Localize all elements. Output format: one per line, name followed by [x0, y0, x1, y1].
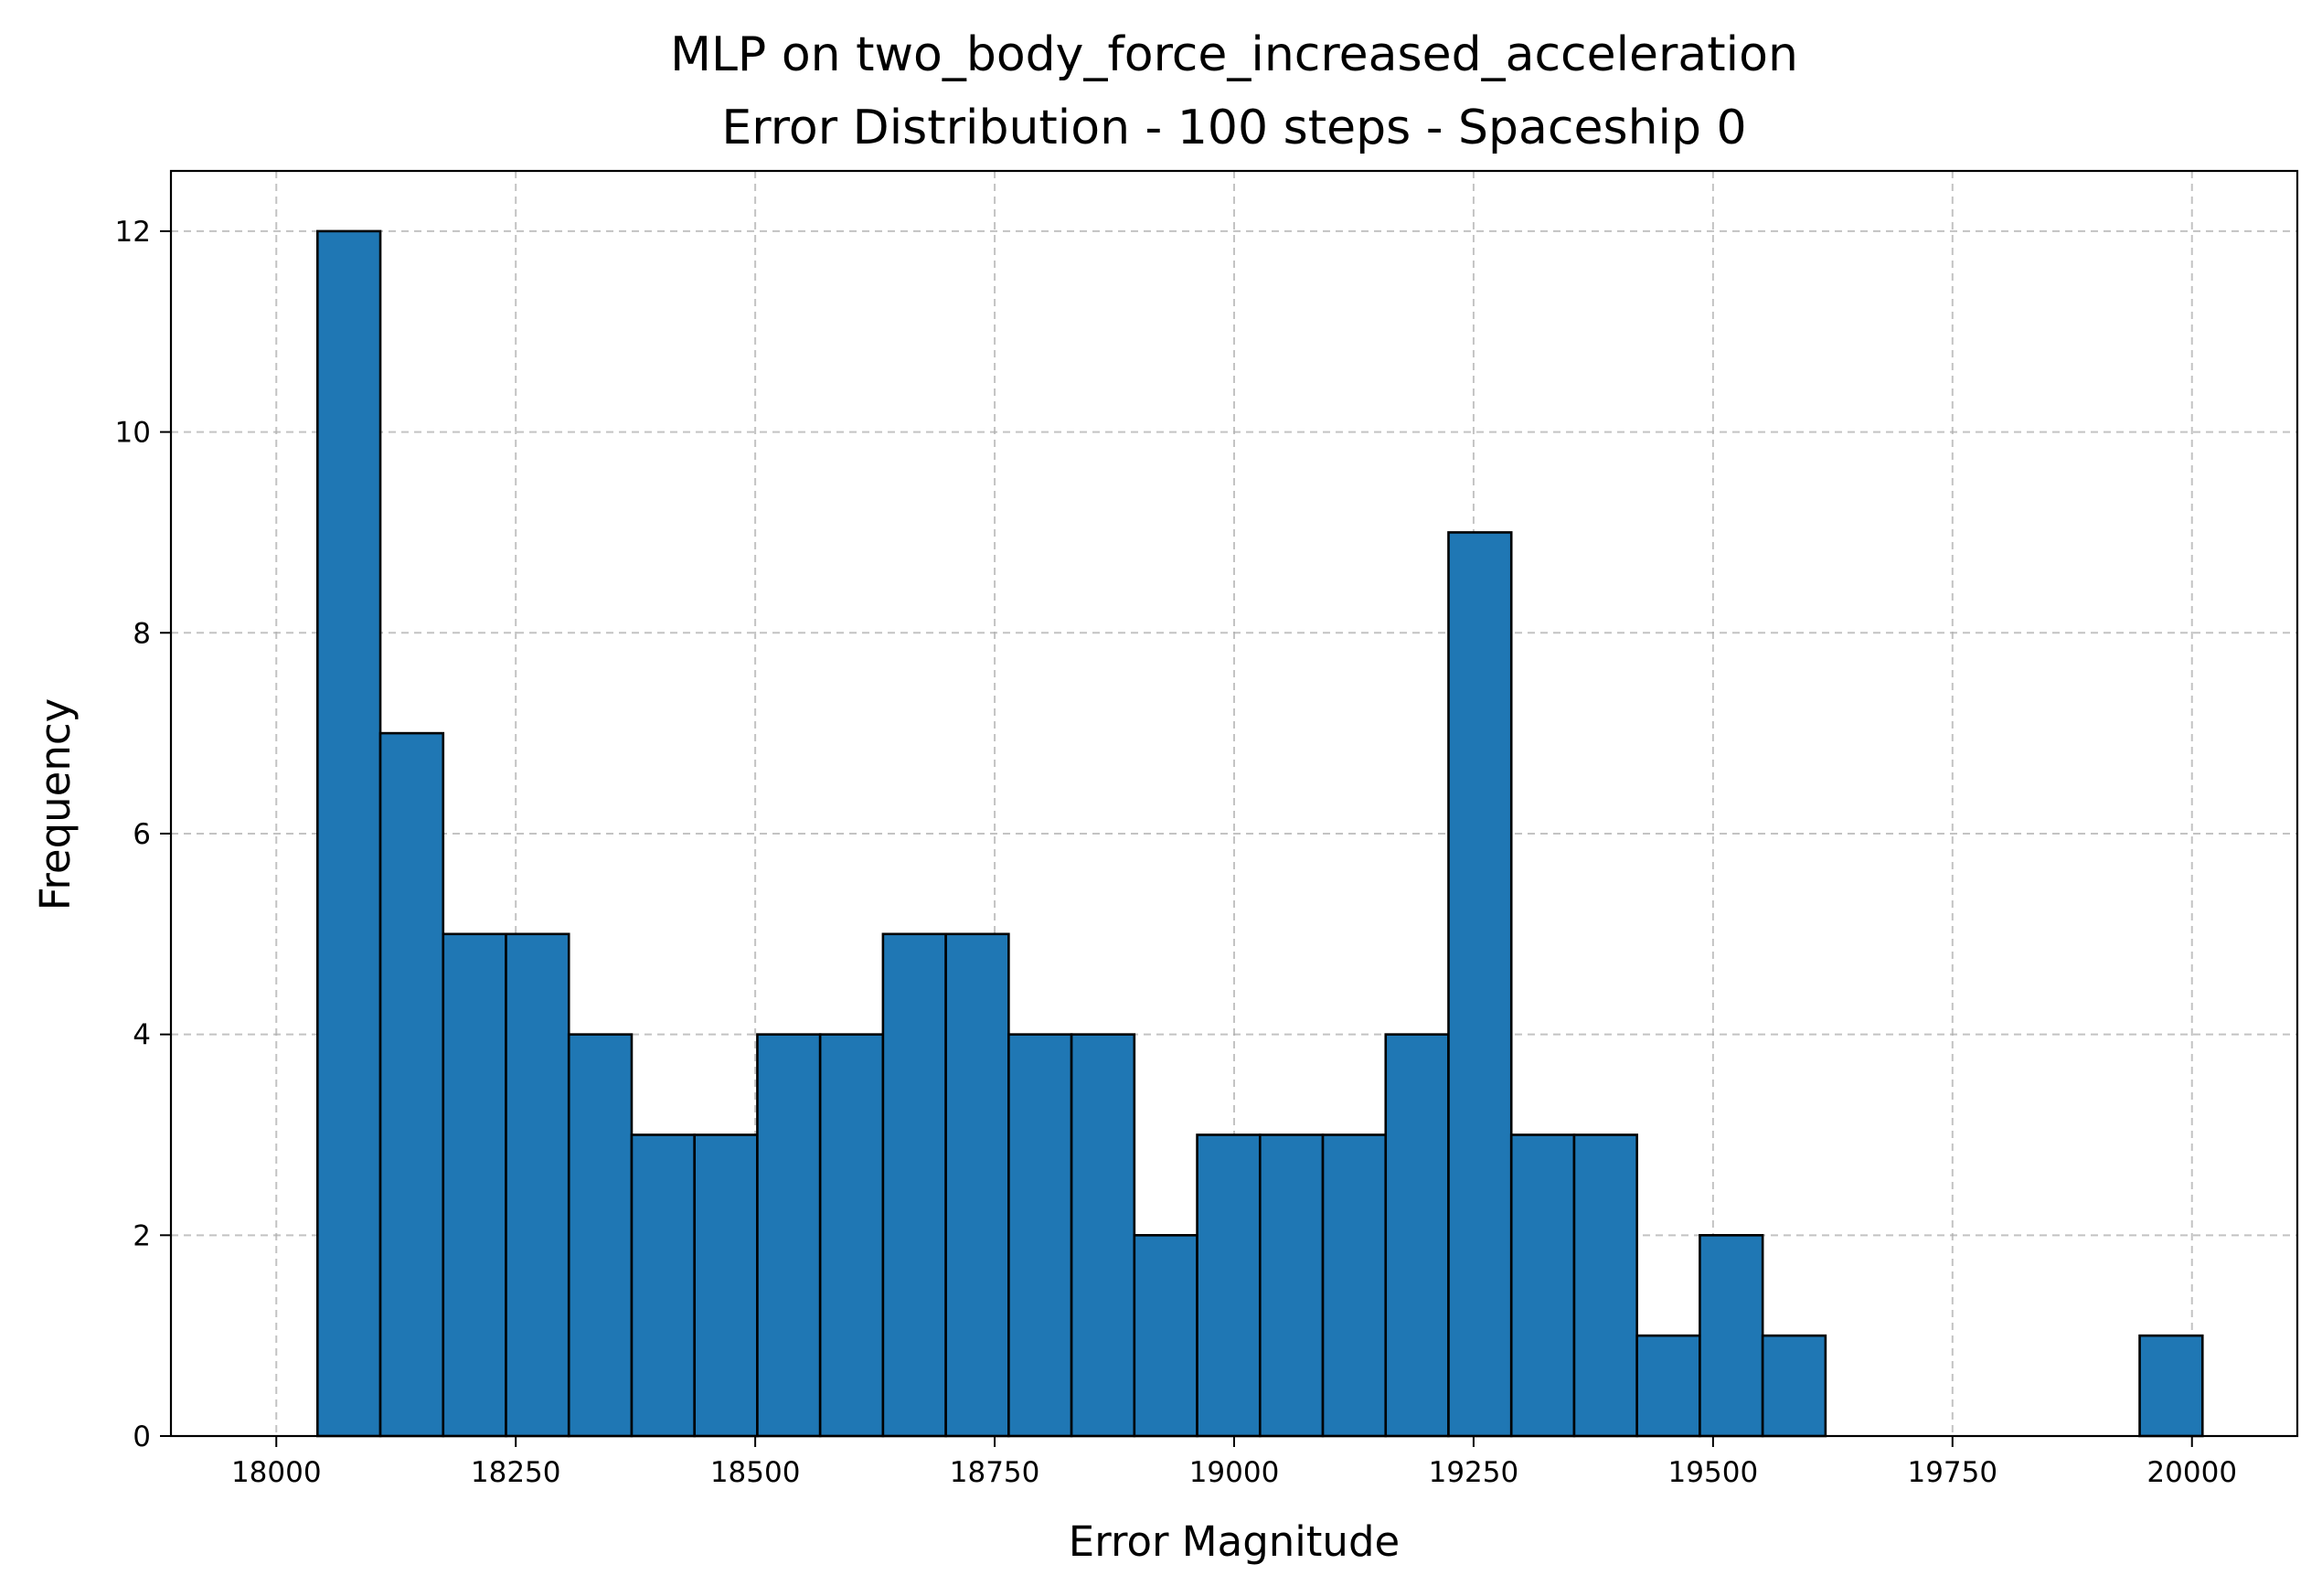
histogram-bar [316, 229, 382, 1438]
x-tick-label: 18750 [950, 1456, 1040, 1489]
histogram-bar [2138, 1334, 2204, 1438]
histogram-bar [818, 1033, 885, 1438]
x-tick-label: 18000 [231, 1456, 322, 1489]
histogram-bar [1635, 1334, 1701, 1438]
x-tick-label: 19750 [1907, 1456, 1997, 1489]
histogram-bar [630, 1133, 696, 1438]
histogram-bar [1384, 1033, 1450, 1438]
histogram-bar [944, 932, 1010, 1438]
chart-title-line1: MLP on two_body_force_increased_accelera… [670, 27, 1798, 82]
histogram-bar [756, 1033, 822, 1438]
histogram-bar [567, 1033, 634, 1438]
y-axis-label: Frequency [31, 698, 80, 910]
histogram-bar [1699, 1234, 1764, 1438]
histogram-bar [693, 1133, 759, 1438]
chart-title-line2: Error Distribution - 100 steps - Spacesh… [721, 101, 1746, 155]
histogram-bars [316, 229, 2204, 1438]
x-tick-label: 18250 [471, 1456, 561, 1489]
y-tick-label: 0 [133, 1420, 151, 1453]
x-axis-label: Error Magnitude [1069, 1517, 1400, 1566]
x-tick-label: 19250 [1429, 1456, 1519, 1489]
y-tick-label: 2 [133, 1219, 151, 1252]
histogram-bar [1572, 1133, 1638, 1438]
x-tick-label: 19000 [1189, 1456, 1280, 1489]
x-tick-label: 18500 [710, 1456, 801, 1489]
histogram-bar [1258, 1133, 1325, 1438]
x-tick-label: 20000 [2146, 1456, 2237, 1489]
histogram-bar [1070, 1033, 1136, 1438]
x-axis-ticks: 18000 18250 18500 18750 19000 19250 19500 19750… [231, 1436, 2237, 1489]
y-tick-label: 6 [133, 818, 151, 851]
y-tick-label: 10 [115, 417, 151, 450]
histogram-bar [1007, 1033, 1073, 1438]
histogram-bar [1509, 1133, 1576, 1438]
histogram-bar [378, 731, 445, 1438]
x-tick-label: 19500 [1668, 1456, 1759, 1489]
histogram-bar [442, 932, 507, 1438]
y-axis-ticks: 0 2 4 6 8 10 12 [115, 216, 171, 1453]
histogram-bar [1133, 1234, 1198, 1438]
y-tick-label: 12 [115, 216, 151, 249]
histogram-bar [881, 932, 947, 1438]
histogram-bar [505, 932, 570, 1438]
histogram-bar [1321, 1133, 1388, 1438]
y-tick-label: 4 [133, 1019, 151, 1052]
histogram-bar [1761, 1334, 1827, 1438]
histogram-bar [1447, 531, 1513, 1438]
histogram-bar [1196, 1133, 1262, 1438]
y-tick-label: 8 [133, 617, 151, 650]
